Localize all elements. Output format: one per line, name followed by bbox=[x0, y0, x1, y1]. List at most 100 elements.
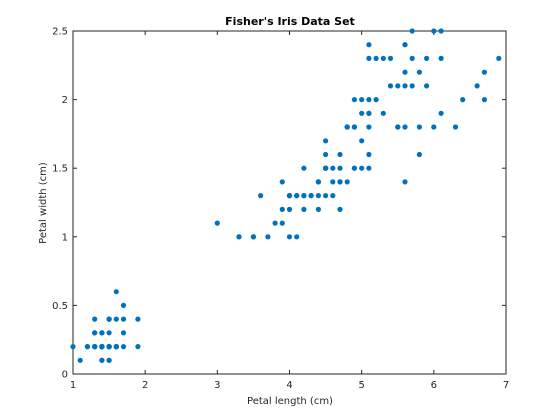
data-point bbox=[474, 83, 480, 89]
data-point bbox=[120, 330, 127, 336]
data-point bbox=[265, 234, 271, 240]
data-points bbox=[70, 28, 502, 363]
data-point bbox=[351, 124, 357, 130]
x-tick-label: 3 bbox=[214, 380, 220, 391]
data-point bbox=[323, 151, 329, 158]
data-point bbox=[294, 234, 300, 240]
data-point bbox=[258, 193, 264, 199]
data-point bbox=[359, 110, 365, 116]
data-point bbox=[106, 344, 112, 350]
chart-title: Fisher's Iris Data Set bbox=[225, 15, 355, 28]
data-point bbox=[301, 193, 307, 199]
data-point bbox=[337, 206, 343, 212]
data-point bbox=[84, 344, 90, 350]
x-tick-label: 4 bbox=[286, 380, 292, 391]
x-tick-label: 2 bbox=[142, 380, 148, 391]
data-point bbox=[416, 124, 422, 130]
data-point bbox=[424, 83, 430, 89]
data-point bbox=[351, 97, 357, 103]
data-point bbox=[92, 344, 98, 350]
data-point bbox=[337, 151, 343, 158]
data-point bbox=[402, 179, 408, 185]
data-point bbox=[330, 179, 336, 185]
data-point bbox=[135, 344, 141, 350]
data-point bbox=[272, 220, 278, 226]
data-point bbox=[286, 193, 293, 199]
data-point bbox=[294, 193, 300, 199]
data-point bbox=[460, 97, 466, 103]
data-point bbox=[452, 124, 459, 130]
data-point bbox=[366, 110, 372, 116]
data-point bbox=[279, 179, 285, 185]
data-point bbox=[337, 179, 343, 185]
data-point bbox=[250, 234, 256, 240]
data-point bbox=[344, 124, 350, 130]
data-point bbox=[323, 165, 329, 171]
data-point bbox=[409, 28, 415, 34]
data-point bbox=[301, 165, 307, 171]
data-point bbox=[323, 193, 329, 199]
data-point bbox=[380, 110, 386, 116]
y-tick-label: 1 bbox=[62, 232, 68, 243]
axis-ticks: 1 2 3 4 5 6 7 0 0.5 1 1.5 2 2.5 bbox=[52, 27, 509, 392]
data-point bbox=[301, 206, 307, 212]
data-point bbox=[106, 330, 112, 336]
data-point bbox=[481, 97, 487, 103]
data-point bbox=[337, 165, 343, 171]
data-point bbox=[359, 138, 365, 144]
data-point bbox=[77, 357, 83, 363]
data-point bbox=[409, 55, 415, 62]
data-point bbox=[481, 69, 487, 75]
data-point bbox=[366, 165, 372, 171]
data-point bbox=[402, 83, 408, 89]
data-point bbox=[315, 179, 321, 185]
data-point bbox=[286, 206, 293, 212]
data-point bbox=[431, 124, 437, 130]
x-tick-label: 7 bbox=[503, 380, 509, 391]
y-tick-label: 2 bbox=[62, 95, 68, 106]
data-point bbox=[366, 151, 372, 158]
data-point bbox=[279, 220, 285, 226]
data-point bbox=[330, 165, 336, 171]
y-axis-label: Petal width (cm) bbox=[38, 162, 49, 244]
data-point bbox=[236, 234, 242, 240]
data-point bbox=[402, 42, 408, 48]
data-point bbox=[308, 193, 314, 199]
data-point bbox=[214, 220, 220, 226]
data-point bbox=[315, 193, 321, 199]
data-point bbox=[106, 316, 112, 322]
data-point bbox=[359, 165, 365, 171]
data-point bbox=[431, 28, 437, 34]
data-point bbox=[496, 55, 502, 62]
data-point bbox=[106, 357, 112, 363]
data-point bbox=[92, 316, 98, 322]
data-point bbox=[92, 330, 98, 336]
data-point bbox=[344, 179, 350, 185]
data-point bbox=[395, 83, 401, 89]
data-point bbox=[120, 302, 127, 308]
data-point bbox=[402, 124, 408, 130]
data-point bbox=[99, 344, 105, 350]
data-point bbox=[351, 165, 357, 171]
data-point bbox=[416, 69, 422, 75]
data-point bbox=[113, 316, 119, 322]
data-point bbox=[120, 344, 127, 350]
y-tick-label: 1.5 bbox=[52, 164, 68, 175]
data-point bbox=[438, 110, 444, 116]
data-point bbox=[359, 97, 365, 103]
y-tick-label: 2.5 bbox=[52, 27, 68, 38]
data-point bbox=[416, 151, 422, 158]
data-point bbox=[438, 28, 444, 34]
data-point bbox=[366, 124, 372, 130]
data-point bbox=[99, 330, 105, 336]
x-tick-label: 6 bbox=[431, 380, 437, 391]
y-tick-label: 0 bbox=[62, 370, 68, 381]
data-point bbox=[409, 83, 415, 89]
y-tick-label: 0.5 bbox=[52, 301, 68, 312]
data-point bbox=[395, 124, 401, 130]
data-point bbox=[380, 55, 386, 62]
data-point bbox=[323, 138, 329, 144]
data-point bbox=[438, 55, 444, 62]
data-point bbox=[402, 69, 408, 75]
